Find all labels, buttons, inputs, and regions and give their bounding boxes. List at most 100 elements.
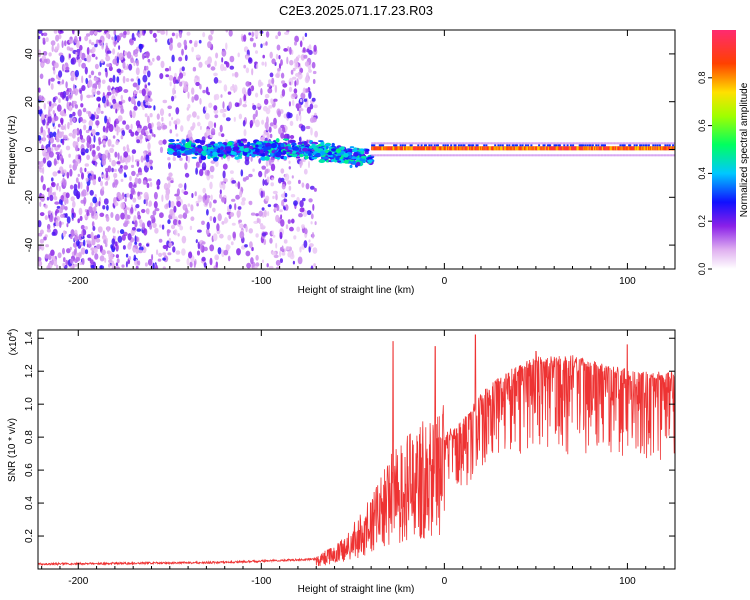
band-cell <box>217 153 224 157</box>
ridge-cell <box>403 146 405 151</box>
ridge-cell <box>543 146 546 151</box>
noise-cell <box>60 110 65 117</box>
band-cell <box>324 143 331 147</box>
ridge-cell <box>455 146 458 151</box>
noise-cell <box>261 61 265 66</box>
noise-cell <box>206 209 209 216</box>
ridge-halo-cell <box>628 142 631 145</box>
noise-cell <box>260 190 264 199</box>
noise-cell <box>232 231 236 239</box>
ridge-cell <box>517 146 520 151</box>
noise-cell <box>255 109 258 118</box>
noise-cell <box>38 94 43 101</box>
ridge-edge-cell <box>652 144 655 147</box>
noise-cell <box>90 264 95 269</box>
noise-cell <box>148 203 151 207</box>
noise-cell <box>71 90 76 95</box>
noise-cell <box>295 113 299 122</box>
ridge-cell <box>580 146 583 151</box>
ridge-cell <box>500 146 503 151</box>
ridge-cell <box>611 146 614 151</box>
ridge-edge-cell <box>381 144 383 147</box>
ridge-halo-cell <box>639 142 642 145</box>
noise-cell <box>166 229 171 234</box>
noise-cell <box>159 73 164 80</box>
ridge-halo-cell <box>595 142 598 145</box>
ridge-halo-cell <box>382 154 385 157</box>
noise-cell <box>213 122 217 128</box>
ridge-halo-cell <box>549 142 552 145</box>
noise-cell <box>227 255 231 262</box>
noise-cell <box>272 190 278 195</box>
ridge-cell <box>470 146 472 151</box>
noise-cell <box>90 231 94 239</box>
noise-cell <box>106 63 111 67</box>
ridge-cell <box>606 146 609 151</box>
ridge-halo-cell <box>615 154 618 157</box>
noise-cell <box>156 55 161 61</box>
noise-cell <box>186 258 190 266</box>
ridge-cell <box>528 146 531 151</box>
noise-cell <box>235 194 241 200</box>
ridge-halo-cell <box>617 142 620 145</box>
ridge-edge-cell <box>604 144 606 147</box>
ridge-halo-cell <box>491 154 494 157</box>
ridge-halo-cell <box>583 154 586 157</box>
noise-cell <box>117 230 120 234</box>
noise-cell <box>214 93 220 100</box>
noise-cell <box>77 109 82 117</box>
noise-cell <box>107 152 111 160</box>
noise-cell <box>122 61 126 69</box>
noise-cell <box>93 31 98 35</box>
noise-cell <box>142 105 145 111</box>
ridge-cell <box>415 146 418 151</box>
noise-cell <box>299 114 302 122</box>
noise-cell <box>52 96 56 103</box>
noise-cell <box>177 76 181 82</box>
ridge-halo-cell <box>390 142 393 145</box>
ridge-halo-cell <box>652 154 655 157</box>
ridge-cell <box>467 146 470 151</box>
band-cell <box>185 138 190 143</box>
noise-cell <box>143 132 147 137</box>
ridge-halo-cell <box>486 154 489 157</box>
noise-cell <box>246 262 252 269</box>
ridge-halo-cell <box>523 142 526 145</box>
noise-cell <box>47 263 52 269</box>
noise-cell <box>85 77 88 85</box>
noise-cell <box>40 245 45 251</box>
band-cell <box>331 148 336 151</box>
ridge-halo-cell <box>409 154 412 157</box>
ridge-edge-cell <box>658 144 661 147</box>
ridge-halo-cell <box>671 154 674 157</box>
noise-cell <box>313 187 317 192</box>
noise-cell <box>159 212 164 219</box>
noise-cell <box>176 200 181 208</box>
ridge-halo-cell <box>643 142 646 145</box>
ridge-halo-cell <box>650 142 653 145</box>
noise-cell <box>158 252 163 257</box>
noise-cell <box>207 41 212 49</box>
ridge-cell <box>640 146 643 151</box>
noise-cell <box>138 43 143 49</box>
noise-cell <box>63 196 69 204</box>
noise-cell <box>62 262 66 267</box>
ridge-halo-cell <box>413 154 416 157</box>
ridge-halo-cell <box>391 142 394 145</box>
ridge-edge-cell <box>462 144 465 147</box>
ridge-cell <box>635 146 638 151</box>
ridge-halo-cell <box>557 154 560 157</box>
ridge-cell <box>625 146 628 151</box>
noise-cell <box>72 100 77 105</box>
band-cell <box>359 157 366 162</box>
ridge-halo-cell <box>570 142 573 145</box>
ridge-edge-cell <box>417 144 420 147</box>
ridge-cell <box>646 146 649 151</box>
noise-cell <box>79 134 84 140</box>
noise-cell <box>105 170 109 179</box>
noise-cell <box>132 110 136 119</box>
svg-text:(x104): (x104) <box>7 329 19 356</box>
band-cell <box>190 143 195 146</box>
band-cell <box>248 145 254 150</box>
ridge-halo-cell <box>590 142 593 145</box>
